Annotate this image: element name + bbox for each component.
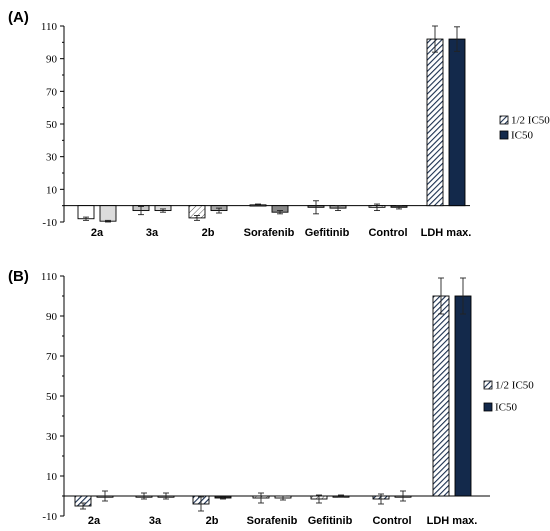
legend-swatch-ic50: [499, 130, 509, 140]
y-tick-label: -10: [42, 217, 57, 229]
x-tick-label: Gefitinib: [308, 515, 353, 527]
x-tick-label: Gefitinib: [305, 227, 350, 239]
y-tick-label: -10: [42, 511, 57, 523]
panel-b: (B) -10 10 30 50 70 90 110 2a 3a 2b Sorafenib Gefit…: [8, 268, 534, 527]
panel-a-legend: 1/2 IC50 IC50: [499, 115, 550, 142]
y-tick-label: 50: [46, 119, 58, 131]
x-tick-label: Sorafenib: [244, 227, 295, 239]
bar-ldh-max--ic50: [454, 295, 472, 497]
y-tick-label: 30: [46, 431, 58, 443]
x-tick-label: Sorafenib: [247, 515, 298, 527]
y-tick-label: 110: [41, 21, 58, 33]
panel-a-plot: -10 10 30 50 70 90 110 2a 3a 2b Sorafenib Gefitinib…: [41, 21, 471, 239]
x-tick-label: 2a: [88, 515, 101, 527]
panel-b-plot: -10 10 30 50 70 90 110 2a 3a 2b Sorafenib Gefitinib…: [41, 271, 490, 527]
x-tick-label: LDH max.: [421, 227, 472, 239]
y-tick-label: 30: [46, 152, 58, 164]
x-tick-label: 2a: [91, 227, 104, 239]
x-tick-label: 2b: [206, 515, 219, 527]
bar-ldh-max--half-ic50: [426, 38, 444, 207]
y-tick-label: 10: [46, 471, 58, 483]
y-tick-label: 70: [46, 351, 58, 363]
y-tick-label: 70: [46, 86, 58, 98]
legend-swatch-half-ic50: [499, 115, 509, 125]
legend-swatch-ic50: [483, 402, 493, 412]
y-tick-label: 90: [46, 311, 58, 323]
legend-label-half-ic50: 1/2 IC50: [511, 115, 550, 127]
x-tick-label: Control: [372, 515, 411, 527]
x-tick-label: 3a: [146, 227, 159, 239]
x-tick-label: 2b: [202, 227, 215, 239]
y-tick-label: 10: [46, 184, 58, 196]
legend-label-ic50: IC50: [511, 130, 534, 142]
bar-2a-ic50: [99, 205, 117, 222]
panel-b-legend: 1/2 IC50 IC50: [483, 380, 534, 414]
panel-a-label: (A): [8, 9, 29, 26]
x-tick-label: 3a: [149, 515, 162, 527]
legend-swatch-half-ic50: [483, 380, 493, 390]
y-tick-label: 110: [41, 271, 58, 283]
x-tick-label: LDH max.: [427, 515, 478, 527]
panel-b-label: (B): [8, 268, 29, 285]
bar-ldh-max--half-ic50: [432, 295, 450, 497]
legend-label-half-ic50: 1/2 IC50: [495, 380, 534, 392]
bar-ldh-max--ic50: [448, 38, 466, 207]
y-tick-label: 50: [46, 391, 58, 403]
x-tick-label: Control: [368, 227, 407, 239]
legend-label-ic50: IC50: [495, 402, 518, 414]
y-tick-label: 90: [46, 54, 58, 66]
panel-a: (A) -10 10 30 50 70 90 110 2a 3a 2b Sorafenib Gefit…: [8, 9, 550, 239]
